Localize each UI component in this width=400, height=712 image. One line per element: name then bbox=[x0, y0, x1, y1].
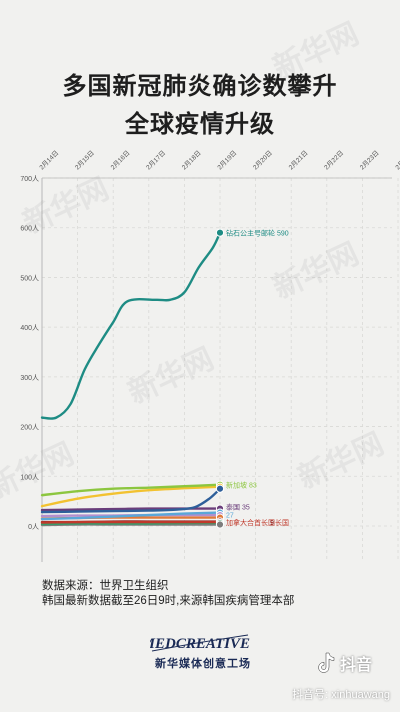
series-end-dot bbox=[215, 520, 225, 529]
y-tick-label: 100人 bbox=[20, 473, 39, 481]
douyin-account-id: 抖音号: xinhuawang bbox=[292, 689, 390, 701]
series-line bbox=[40, 511, 222, 521]
korea-data-note: 韩国最新数据截至26日9时,来源韩国疾病管理本部 bbox=[42, 595, 295, 607]
chart-title-line1: 多国新冠肺炎确诊数攀升 bbox=[62, 73, 338, 100]
data-source-note: 数据来源：世界卫生组织 bbox=[42, 580, 169, 592]
series-line bbox=[40, 483, 222, 497]
x-tick-label: 2月14日 bbox=[38, 149, 61, 172]
series-label: 新加坡 83 bbox=[226, 481, 257, 490]
x-tick-label: 2月20日 bbox=[251, 149, 274, 172]
x-tick-label: 2月17日 bbox=[145, 149, 168, 172]
x-tick-label: 2月15日 bbox=[73, 149, 96, 172]
x-tick-label: 2月16日 bbox=[109, 149, 132, 172]
series-line bbox=[40, 485, 222, 508]
chart-title-line2: 全球疫情升级 bbox=[125, 111, 275, 138]
y-tick-label: 600人 bbox=[20, 225, 39, 233]
series-line bbox=[40, 231, 222, 420]
series-end-dot bbox=[215, 484, 225, 493]
series-line bbox=[40, 520, 222, 524]
y-tick-label: 500人 bbox=[20, 274, 39, 282]
y-tick-label: 200人 bbox=[20, 424, 39, 432]
y-tick-label: 400人 bbox=[20, 324, 39, 332]
series-end-dot bbox=[215, 228, 225, 237]
series-label: 泰国 35 bbox=[226, 503, 250, 512]
tiktok-label: 抖音 bbox=[340, 657, 373, 674]
series-label: 钻石公主号邮轮 590 bbox=[226, 229, 289, 238]
y-tick-label: 700人 bbox=[20, 175, 39, 183]
medcreatives-logo: MEDCREATIVES bbox=[150, 634, 250, 652]
series-label: 加拿大合首长国长国 bbox=[226, 518, 289, 527]
y-tick-label: 0人 bbox=[28, 523, 39, 531]
x-tick-label: 2月18日 bbox=[180, 149, 203, 172]
x-tick-label: 2月21日 bbox=[287, 149, 310, 172]
svg-text:MEDCREATIVES: MEDCREATIVES bbox=[150, 636, 250, 652]
y-tick-label: 300人 bbox=[20, 374, 39, 382]
x-tick-label: 2月22日 bbox=[323, 149, 346, 172]
tiktok-icon bbox=[318, 652, 335, 673]
x-tick-label: 2月23日 bbox=[358, 149, 381, 172]
series-line bbox=[40, 487, 222, 514]
tiktok-badge: 抖音 bbox=[314, 650, 372, 676]
series-label: 27 bbox=[226, 513, 234, 520]
x-tick-label: 2月19日 bbox=[216, 149, 239, 172]
series-label: 9 bbox=[270, 520, 274, 527]
logo-subtitle: 新华媒体创意工场 bbox=[155, 658, 251, 670]
x-tick-label: 2月24日 bbox=[394, 149, 400, 172]
